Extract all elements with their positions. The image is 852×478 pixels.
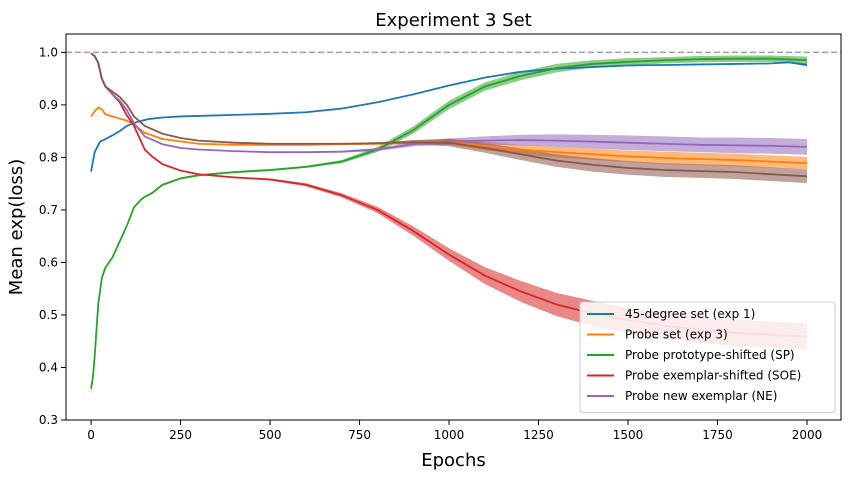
line-probe-prototype-shifted-sp: [90, 57, 808, 389]
x-tick-label: 500: [259, 428, 282, 442]
line-45-degree-set-exp-1: [90, 61, 808, 172]
y-tick-label: 0.4: [39, 360, 58, 374]
y-tick-label: 1.0: [39, 45, 58, 59]
chart-title: Experiment 3 Set: [375, 10, 531, 31]
band-series-5: [91, 52, 807, 184]
x-tick-label: 750: [348, 428, 371, 442]
legend-label: Probe new exemplar (NE): [625, 389, 777, 403]
legend-label: Probe exemplar-shifted (SOE): [625, 369, 801, 383]
y-tick-label: 0.3: [39, 413, 58, 427]
x-tick-label: 1000: [434, 428, 465, 442]
x-tick-label: 250: [169, 428, 192, 442]
y-axis: 0.3 0.4 0.5 0.6 0.7 0.8 0.9 1.0: [39, 45, 66, 427]
x-tick-label: 1750: [702, 428, 733, 442]
legend-label: Probe prototype-shifted (SP): [625, 348, 795, 362]
line-series-5: [90, 52, 808, 178]
line-probe-new-exemplar-ne: [90, 52, 808, 154]
x-tick-label: 2000: [792, 428, 823, 442]
legend: 45-degree set (exp 1) Probe set (exp 3) Pr…: [579, 301, 836, 413]
legend-box: [579, 301, 836, 413]
x-tick-label: 1500: [613, 428, 644, 442]
x-tick-label: 1250: [523, 428, 554, 442]
legend-label: 45-degree set (exp 1): [625, 307, 755, 321]
x-axis-title: Epochs: [421, 450, 486, 471]
legend-label: Probe set (exp 3): [625, 328, 728, 342]
x-tick-label: 0: [87, 428, 95, 442]
y-tick-label: 0.5: [39, 308, 58, 322]
plot-frame: [65, 33, 842, 421]
y-tick-label: 0.9: [39, 98, 58, 112]
y-axis-title: Mean exp(loss): [6, 159, 27, 295]
y-tick-label: 0.6: [39, 255, 58, 269]
x-axis: 0 250 500 750 1000 1250 1500 1750 2000: [87, 420, 822, 442]
band-probe-set-exp-3: [91, 106, 807, 170]
y-tick-label: 0.7: [39, 203, 58, 217]
line-probe-set-exp-3: [90, 106, 808, 165]
y-tick-label: 0.8: [39, 150, 58, 164]
